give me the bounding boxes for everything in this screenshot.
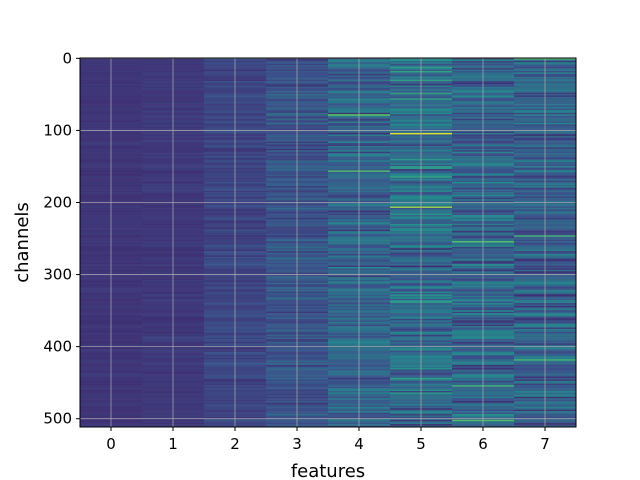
y-tick-label: 300 [43,266,72,284]
x-tick-label: 2 [230,435,240,453]
x-tick-label: 6 [478,435,488,453]
y-axis-label: channels [12,202,33,283]
plot-frame [79,57,577,428]
x-tick-label: 1 [168,435,178,453]
x-axis-label: features [291,461,365,480]
grid-lines [80,57,576,427]
y-tick-label: 100 [43,121,72,139]
y-tick-label: 500 [43,410,72,428]
x-tick-label: 3 [292,435,302,453]
x-axis-ticks: 0 1 2 3 4 5 6 7 [106,427,550,453]
x-tick-label: 4 [354,435,364,453]
x-tick-label: 5 [416,435,426,453]
x-tick-label: 0 [106,435,116,453]
y-tick-label: 200 [43,194,72,212]
x-tick-label: 7 [540,435,550,453]
heatmap-cells [80,58,577,428]
y-axis-ticks: 0 100 200 300 400 500 [43,49,80,428]
y-tick-label: 400 [43,338,72,356]
y-tick-label: 0 [62,49,72,67]
